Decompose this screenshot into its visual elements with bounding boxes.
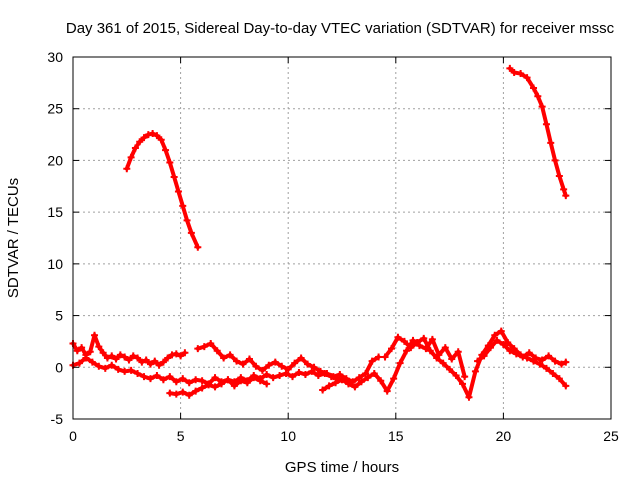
series-arc-2 [506,64,570,200]
series-arc-6 [194,339,383,386]
data-trace-segment [525,75,536,91]
y-tick-label: -5 [51,411,64,427]
data-trace-segment [363,359,375,376]
x-tick-label: 5 [177,428,185,444]
y-tick-labels: -5 0 5 10 15 20 25 30 [47,49,63,427]
data-point [562,358,570,366]
x-axis-title: GPS time / hours [285,459,399,476]
y-tick-label: 10 [47,256,63,272]
series-arc-7 [319,335,469,395]
x-tick-label: 25 [603,428,619,444]
data-trace-segment [391,361,403,381]
data-trace-segment [456,349,467,379]
chart-title: Day 361 of 2015, Sidereal Day-to-day VTE… [66,20,615,37]
x-tick-label: 0 [69,428,77,444]
data-point [181,349,189,357]
series-arc-8 [381,327,570,401]
data-point [194,243,202,251]
data-point [263,380,271,388]
data-trace-segment [486,333,497,348]
series-arc-1 [123,130,202,251]
axis-ticks [72,56,612,420]
data-trace-segment [189,230,200,250]
data-trace-segment [421,336,433,353]
data-trace-segment [557,376,568,388]
data-trace-segment [389,335,400,351]
data-trace-segment [430,337,441,357]
data-point [461,373,469,381]
series-arc-4 [69,354,271,390]
series-arc-9 [474,336,570,368]
data-trace-segment [443,345,454,362]
y-tick-label: 15 [47,204,63,220]
x-tick-label: 20 [496,428,512,444]
series-arc-5 [166,367,342,399]
y-tick-label: 30 [47,49,63,65]
y-tick-label: 25 [47,101,63,117]
data-series-layer [69,64,570,401]
y-tick-label: 5 [55,308,63,324]
data-trace-segment [385,376,396,394]
x-tick-label: 10 [280,428,296,444]
data-point [375,353,383,361]
data-trace-segment [398,348,409,366]
x-tick-label: 15 [388,428,404,444]
x-tick-labels: 0 5 10 15 20 25 [69,428,619,444]
data-point [562,192,570,200]
plot-frame [72,56,612,420]
series-arc-3 [69,331,189,369]
y-axis-title: SDTVAR / TECUs [5,178,22,298]
data-trace-segment [499,329,510,345]
y-tick-label: 0 [55,359,63,375]
data-point [562,382,570,390]
y-tick-label: 20 [47,152,63,168]
data-trace-segment [466,369,478,400]
